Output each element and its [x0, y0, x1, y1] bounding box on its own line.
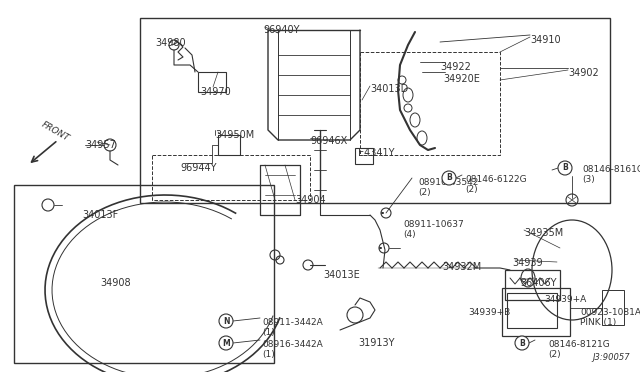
Text: M: M — [222, 339, 230, 347]
Text: 34939+A: 34939+A — [544, 295, 586, 304]
Text: 00923-1081A: 00923-1081A — [580, 308, 640, 317]
Text: (1): (1) — [262, 350, 275, 359]
Text: (3): (3) — [582, 175, 595, 184]
Text: 31913Y: 31913Y — [358, 338, 394, 348]
Text: 08916-3442A: 08916-3442A — [262, 340, 323, 349]
Text: B: B — [519, 339, 525, 347]
Text: 34908: 34908 — [100, 278, 131, 288]
Bar — [198, 72, 226, 92]
Text: 08146-8121G: 08146-8121G — [548, 340, 610, 349]
Text: 34902: 34902 — [568, 68, 599, 78]
Text: 34980: 34980 — [155, 38, 186, 48]
Text: 34013E: 34013E — [323, 270, 360, 280]
Text: 34939+B: 34939+B — [468, 308, 510, 317]
Text: B: B — [562, 164, 568, 173]
Text: 34910: 34910 — [530, 35, 561, 45]
Bar — [14, 185, 274, 363]
Bar — [505, 270, 560, 300]
Text: 08146-6122G: 08146-6122G — [465, 175, 527, 184]
Text: PINK (1): PINK (1) — [580, 318, 616, 327]
Text: (1): (1) — [262, 328, 275, 337]
Text: (2): (2) — [418, 188, 431, 197]
Text: 08146-8161G: 08146-8161G — [582, 165, 640, 174]
Text: 34013D: 34013D — [370, 84, 408, 94]
Text: 08911-10637: 08911-10637 — [403, 220, 464, 229]
Bar — [355, 148, 373, 164]
Text: 34932M: 34932M — [442, 262, 481, 272]
Text: (2): (2) — [548, 350, 561, 359]
Text: 34904: 34904 — [295, 195, 326, 205]
Circle shape — [442, 171, 456, 185]
Circle shape — [219, 314, 233, 328]
Bar — [140, 18, 610, 203]
Text: E4341Y: E4341Y — [358, 148, 394, 158]
Text: N: N — [223, 317, 229, 326]
Circle shape — [515, 336, 529, 350]
Bar — [602, 290, 624, 325]
Bar — [502, 288, 570, 336]
Circle shape — [558, 161, 572, 175]
Text: J3:90057: J3:90057 — [593, 353, 630, 362]
Text: 34957: 34957 — [85, 140, 116, 150]
Text: 34939: 34939 — [512, 258, 543, 268]
Text: FRONT: FRONT — [40, 121, 70, 144]
Text: 08911-3442A: 08911-3442A — [262, 318, 323, 327]
Text: 34920E: 34920E — [443, 74, 480, 84]
Text: 34013F: 34013F — [82, 210, 118, 220]
Bar — [507, 293, 557, 328]
Text: 34970: 34970 — [200, 87, 231, 97]
Circle shape — [219, 336, 233, 350]
Text: 34922: 34922 — [440, 62, 471, 72]
Text: 08916-43542: 08916-43542 — [418, 178, 478, 187]
Text: 96944Y: 96944Y — [180, 163, 216, 173]
Text: 36406Y: 36406Y — [520, 278, 557, 288]
Text: 34935M: 34935M — [524, 228, 563, 238]
Text: (4): (4) — [403, 230, 415, 239]
Text: 96946X: 96946X — [310, 136, 348, 146]
Text: 96940Y: 96940Y — [263, 25, 300, 35]
Text: 34950M: 34950M — [215, 130, 254, 140]
Text: B: B — [446, 173, 452, 183]
Text: (2): (2) — [465, 185, 477, 194]
